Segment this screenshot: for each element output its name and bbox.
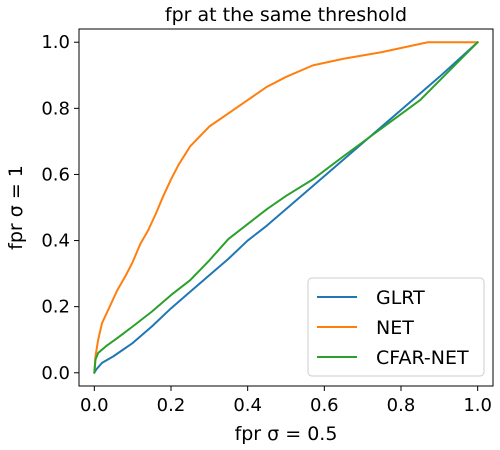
- y-tick-label: 0.4: [41, 231, 70, 252]
- plot-frame: [78, 28, 494, 387]
- x-tick-label: 0.0: [80, 395, 109, 416]
- x-axis-label: fpr σ = 0.5: [235, 423, 338, 445]
- x-tick-label: 0.8: [387, 395, 416, 416]
- y-tick-label: 1.0: [41, 32, 70, 53]
- y-tick-label: 0.6: [41, 164, 70, 185]
- x-tick-label: 0.6: [310, 395, 339, 416]
- y-axis-label: fpr σ = 1: [5, 165, 27, 250]
- x-tick-label: 0.4: [233, 395, 262, 416]
- legend-label-1: NET: [376, 317, 414, 339]
- x-tick-label: 0.2: [157, 395, 186, 416]
- x-tick-label: 1.0: [463, 395, 492, 416]
- legend: GLRT NET CFAR-NET: [307, 277, 485, 377]
- x-axis: 0.0 0.2 0.4 0.6 0.8 1.0: [80, 386, 492, 416]
- series-line-2: [93, 41, 479, 374]
- y-tick-label: 0.8: [41, 98, 70, 119]
- plot-area: [93, 41, 479, 374]
- series-line-1: [93, 41, 479, 374]
- legend-label-2: CFAR-NET: [376, 347, 469, 369]
- y-tick-label: 0.0: [41, 363, 70, 384]
- chart-title: fpr at the same threshold: [165, 4, 407, 26]
- legend-box: [307, 277, 485, 377]
- y-axis: 0.0 0.2 0.4 0.6 0.8 1.0: [41, 32, 79, 384]
- legend-label-0: GLRT: [376, 287, 425, 309]
- y-tick-label: 0.2: [41, 297, 70, 318]
